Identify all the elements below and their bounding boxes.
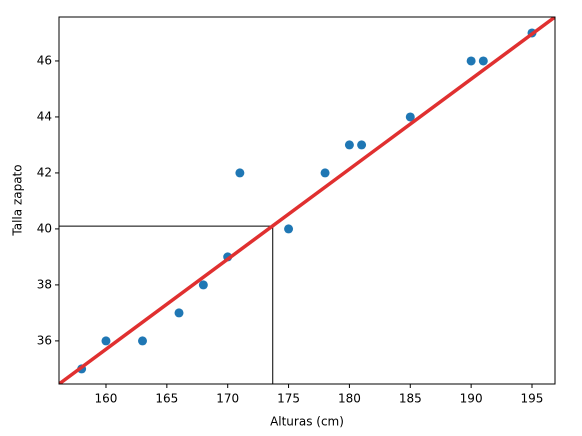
y-axis-label: Talla zapato [11, 164, 25, 236]
x-tick-label: 170 [216, 392, 239, 406]
y-tick-label: 38 [37, 277, 52, 291]
x-axis-label: Alturas (cm) [270, 415, 344, 429]
point [478, 56, 488, 66]
x-tick-label: 195 [521, 392, 544, 406]
y-tick-label: 44 [37, 109, 52, 123]
point [344, 140, 354, 150]
point [320, 168, 330, 178]
point [284, 224, 294, 234]
x-tick-label: 180 [338, 392, 361, 406]
point [235, 168, 245, 178]
point [137, 336, 147, 346]
plot-frame [58, 16, 556, 385]
point [198, 280, 208, 290]
y-tick-label: 46 [37, 53, 52, 67]
fit-line [59, 17, 555, 384]
x-tick-label: 165 [155, 392, 178, 406]
x-tick-label: 190 [460, 392, 483, 406]
point [405, 112, 415, 122]
y-tick-label: 40 [37, 221, 52, 235]
y-tick-label: 36 [37, 333, 52, 347]
point [101, 336, 111, 346]
x-tick-label: 160 [95, 392, 118, 406]
point [174, 308, 184, 318]
point [357, 140, 367, 150]
point [466, 56, 476, 66]
x-tick-label: 175 [277, 392, 300, 406]
x-tick-label: 185 [399, 392, 422, 406]
y-tick-label: 42 [37, 165, 52, 179]
